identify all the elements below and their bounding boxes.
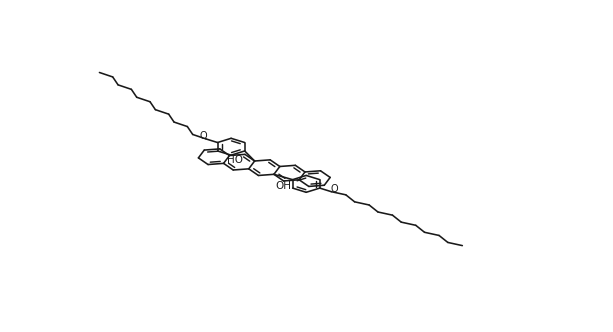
Text: HO: HO <box>227 155 243 165</box>
Text: O: O <box>330 184 338 194</box>
Text: OH: OH <box>275 181 291 191</box>
Text: O: O <box>199 131 207 141</box>
